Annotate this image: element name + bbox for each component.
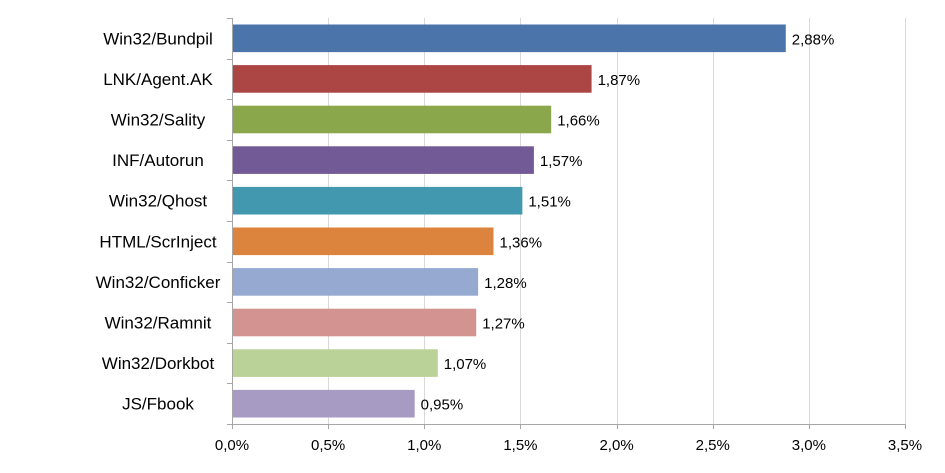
value-label-6: 1,28%	[484, 275, 527, 292]
value-label-7: 1,27%	[482, 316, 525, 333]
x-tick-label-3: 1,5%	[503, 437, 537, 454]
category-label-8: Win32/Dorkbot	[102, 354, 215, 373]
value-label-3: 1,57%	[540, 153, 583, 170]
value-labels: 2,88% 1,87% 1,66% 1,57% 1,51% 1,36% 1,28% 1,27%…	[421, 31, 835, 413]
category-labels: Win32/Bundpil LNK/Agent.AK Win32/Sality INF…	[96, 29, 221, 413]
category-label-1: LNK/Agent.AK	[103, 70, 213, 89]
x-tick-label-6: 3,0%	[792, 437, 826, 454]
category-label-4: Win32/Qhost	[109, 192, 208, 211]
bar-0	[233, 24, 786, 53]
bar-6	[233, 268, 479, 296]
bar-8	[233, 349, 438, 377]
bar-7	[233, 308, 477, 337]
value-label-8: 1,07%	[444, 356, 487, 373]
category-label-2: Win32/Sality	[111, 111, 206, 130]
category-label-7: Win32/Ramnit	[105, 314, 212, 333]
value-label-1: 1,87%	[598, 72, 641, 89]
category-label-9: JS/Fbook	[122, 395, 194, 414]
x-tick-label-1: 0,5%	[311, 437, 345, 454]
value-label-5: 1,36%	[500, 234, 543, 251]
category-label-5: HTML/ScrInject	[99, 232, 216, 251]
bar-4	[233, 186, 523, 215]
bar-5	[233, 227, 494, 256]
x-tick-label-5: 2,5%	[696, 437, 730, 454]
x-tick-label-4: 2,0%	[599, 437, 633, 454]
x-tick-label-0: 0,0%	[215, 437, 249, 454]
bar-3	[233, 146, 534, 174]
value-label-2: 1,66%	[557, 113, 600, 130]
value-label-9: 0,95%	[421, 397, 464, 414]
bar-2	[233, 105, 552, 134]
category-label-0: Win32/Bundpil	[103, 29, 213, 48]
x-tick-label-7: 3,5%	[888, 437, 922, 454]
category-label-6: Win32/Conficker	[96, 273, 221, 292]
x-axis-tick-labels: 0,0% 0,5% 1,0% 1,5% 2,0% 2,5% 3,0% 3,5%	[215, 437, 922, 454]
bars	[233, 24, 786, 418]
x-tick-label-2: 1,0%	[407, 437, 441, 454]
value-label-4: 1,51%	[528, 194, 571, 211]
value-label-0: 2,88%	[792, 31, 835, 48]
category-label-3: INF/Autorun	[112, 151, 204, 170]
bar-1	[233, 65, 592, 93]
bar-9	[233, 389, 415, 418]
